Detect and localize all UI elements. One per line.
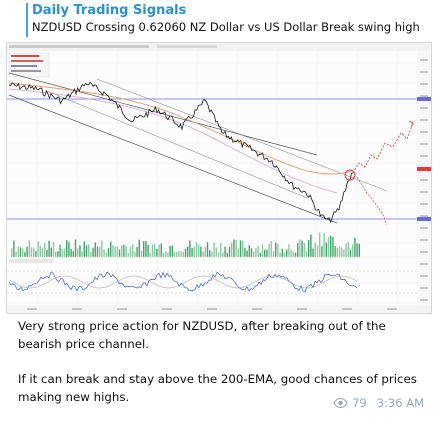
- channel-lower-line: [8, 94, 338, 224]
- breakout-marker: [344, 169, 356, 181]
- bullish-projection: [352, 122, 414, 174]
- reply-quote[interactable]: Daily Trading Signals NZDUSD Crossing 0.…: [26, 3, 432, 37]
- message-time: 3:36 AM: [376, 396, 424, 410]
- bearish-projection: [356, 176, 388, 226]
- chart-image[interactable]: [6, 42, 432, 314]
- message-paragraph-1: Very strong price action for NZDUSD, aft…: [18, 319, 386, 351]
- tradingview-chart: [7, 43, 431, 313]
- channel-upper-line: [8, 72, 318, 156]
- volume-bars: [11, 232, 360, 257]
- message-paragraph-2: If it can break and stay above the 200-E…: [18, 372, 417, 404]
- message-meta: 79 3:36 AM: [333, 396, 424, 410]
- message-body: Very strong price action for NZDUSD, aft…: [18, 318, 428, 424]
- view-count: 79: [352, 396, 367, 410]
- price-line: [8, 81, 354, 224]
- reply-preview-text: NZDUSD Crossing 0.62060 NZ Dollar vs US …: [32, 20, 420, 34]
- channel-name: Daily Trading Signals: [32, 3, 187, 18]
- oscillator-line: [8, 271, 358, 293]
- eye-icon: [333, 398, 348, 408]
